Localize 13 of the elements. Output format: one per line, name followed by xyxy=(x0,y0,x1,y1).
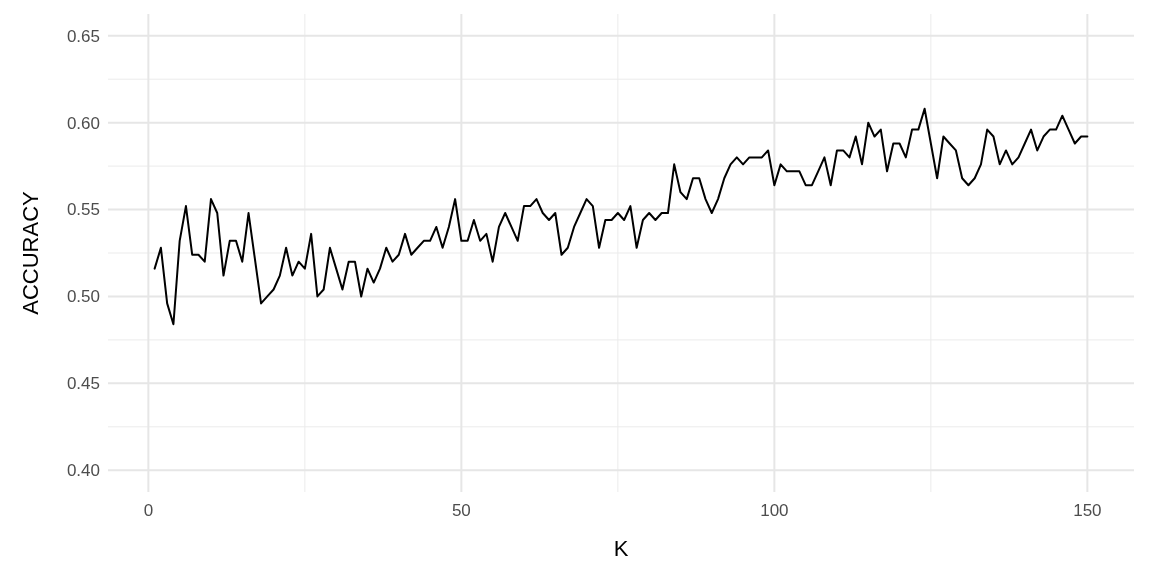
y-tick-label: 0.50 xyxy=(66,287,100,307)
x-tick-label: 100 xyxy=(760,501,789,520)
x-axis-title: K xyxy=(613,536,629,561)
x-tick-label: 150 xyxy=(1073,501,1102,520)
x-tick-label: 50 xyxy=(451,501,471,520)
line-series xyxy=(153,107,1089,326)
y-tick-label: 0.60 xyxy=(66,113,100,133)
y-tick-label: 0.55 xyxy=(66,200,100,220)
y-tick-label: 0.40 xyxy=(66,461,100,481)
y-tick-label: 0.65 xyxy=(66,26,100,46)
y-tick-label: 0.45 xyxy=(66,374,100,394)
x-tick-label: 0 xyxy=(143,501,154,520)
y-axis-title: ACCURACY xyxy=(18,190,43,315)
